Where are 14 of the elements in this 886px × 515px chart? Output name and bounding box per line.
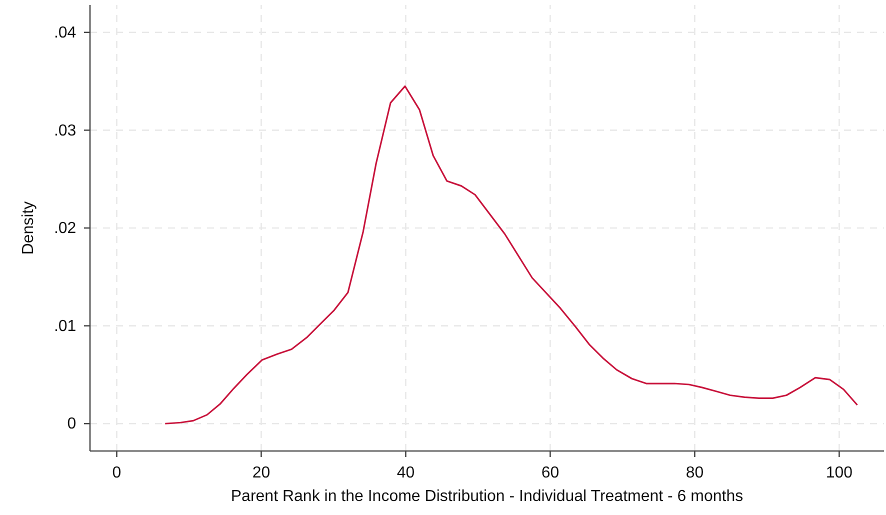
x-tick-label: 0 — [112, 464, 122, 482]
y-tick-label: .02 — [54, 220, 76, 238]
x-tick-label: 100 — [826, 464, 853, 482]
y-tick-label: .01 — [54, 318, 76, 335]
x-tick-label: 80 — [686, 464, 704, 482]
line-series — [164, 85, 858, 424]
y-tick-label: 0 — [67, 416, 76, 433]
x-axis-title: Parent Rank in the Income Distribution - Individual Treatment - 6 months — [230, 488, 744, 505]
y-tick-label: .03 — [54, 122, 76, 140]
x-tick-label: 60 — [541, 464, 560, 482]
y-axis-title: Density — [20, 201, 37, 255]
x-tick-label: 40 — [396, 464, 415, 482]
y-tick-label: .04 — [54, 24, 76, 42]
x-tick-label: 20 — [252, 464, 270, 482]
